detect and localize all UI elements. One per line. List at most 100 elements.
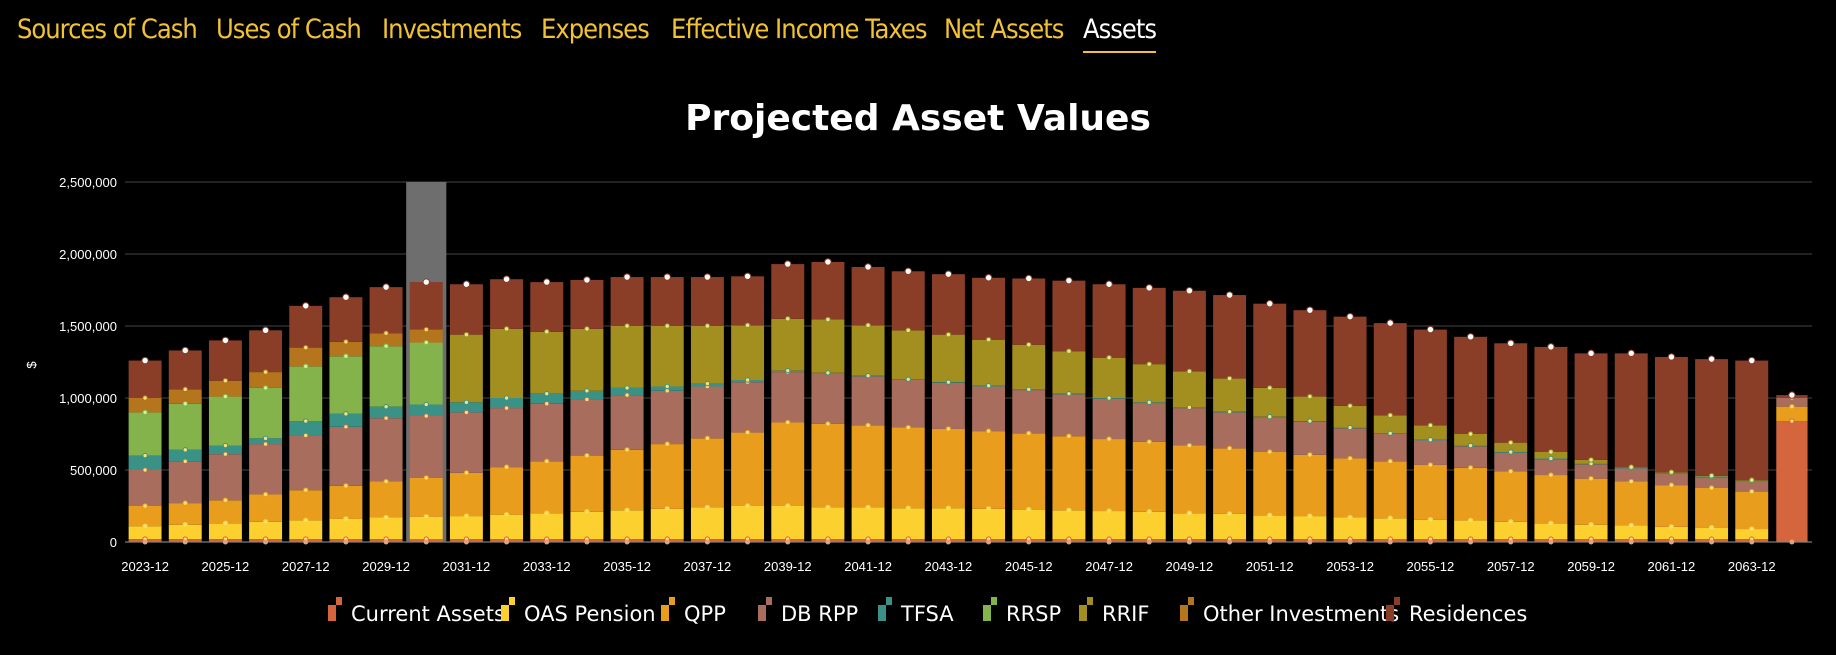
bar-segment[interactable] [1373, 518, 1407, 540]
bar-segment[interactable] [1012, 390, 1046, 434]
bar-segment[interactable] [128, 526, 162, 540]
bar-segment[interactable] [1574, 524, 1608, 540]
bar-segment[interactable] [1373, 415, 1407, 434]
bar-segment[interactable] [972, 339, 1006, 386]
bar-segment[interactable] [289, 490, 323, 521]
bar-segment[interactable] [610, 510, 644, 540]
bar-segment[interactable] [1654, 356, 1688, 473]
bar-segment[interactable] [1413, 440, 1447, 465]
legend-item[interactable]: Current Assets [328, 597, 505, 626]
bar-stack[interactable] [1776, 395, 1808, 542]
bar-segment[interactable] [449, 402, 483, 413]
bar-segment[interactable] [1132, 511, 1166, 540]
bar-segment[interactable] [851, 376, 885, 426]
bar-segment[interactable] [851, 266, 885, 326]
bar-segment[interactable] [1373, 323, 1407, 416]
bar-segment[interactable] [811, 373, 845, 424]
bar-segment[interactable] [409, 404, 443, 416]
bar-segment[interactable] [289, 435, 323, 491]
bar-segment[interactable] [1052, 510, 1086, 540]
bar-stack[interactable] [409, 282, 443, 542]
bar-segment[interactable] [369, 406, 403, 419]
bar-segment[interactable] [650, 326, 684, 387]
bar-segment[interactable] [1213, 448, 1247, 514]
legend-item[interactable]: OAS Pension [501, 597, 656, 626]
bar-stack[interactable] [690, 277, 724, 542]
bar-stack[interactable] [1454, 336, 1488, 542]
bar-segment[interactable] [931, 508, 965, 540]
bar-segment[interactable] [128, 398, 162, 413]
bar-segment[interactable] [610, 449, 644, 511]
bar-stack[interactable] [1534, 346, 1568, 542]
bar-segment[interactable] [1132, 441, 1166, 512]
bar-stack[interactable] [1132, 287, 1166, 542]
bar-segment[interactable] [449, 516, 483, 540]
bar-segment[interactable] [931, 334, 965, 383]
bar-segment[interactable] [1293, 516, 1327, 540]
bar-segment[interactable] [1776, 398, 1808, 407]
bar-stack[interactable] [329, 297, 363, 542]
bar-segment[interactable] [771, 506, 805, 540]
bar-segment[interactable] [731, 432, 765, 506]
bar-segment[interactable] [650, 390, 684, 445]
bar-stack[interactable] [931, 274, 965, 542]
bar-segment[interactable] [1534, 459, 1568, 476]
bar-segment[interactable] [1413, 464, 1447, 520]
bar-stack[interactable] [490, 279, 524, 542]
bar-stack[interactable] [1614, 353, 1648, 542]
bar-segment[interactable] [168, 449, 202, 462]
bar-segment[interactable] [208, 445, 242, 455]
bar-segment[interactable] [409, 282, 443, 330]
bar-segment[interactable] [1695, 477, 1729, 488]
bar-segment[interactable] [128, 470, 162, 506]
bar-segment[interactable] [168, 524, 202, 540]
bar-segment[interactable] [249, 438, 283, 445]
legend-item[interactable]: TFSA [878, 597, 954, 626]
bar-segment[interactable] [168, 350, 202, 390]
bar-stack[interactable] [1293, 310, 1327, 542]
bar-segment[interactable] [1052, 394, 1086, 437]
bar-segment[interactable] [771, 264, 805, 319]
bar-stack[interactable] [1253, 303, 1287, 542]
bar-segment[interactable] [289, 347, 323, 367]
bar-segment[interactable] [811, 319, 845, 373]
bar-segment[interactable] [650, 277, 684, 326]
bar-segment[interactable] [1454, 446, 1488, 468]
bar-segment[interactable] [690, 438, 724, 508]
bar-segment[interactable] [490, 398, 524, 409]
bar-segment[interactable] [1253, 417, 1287, 452]
bar-segment[interactable] [931, 428, 965, 509]
bar-segment[interactable] [329, 341, 363, 357]
bar-stack[interactable] [1695, 359, 1729, 542]
bar-segment[interactable] [249, 330, 283, 373]
bar-stack[interactable] [610, 277, 644, 542]
bar-stack[interactable] [1213, 295, 1247, 542]
bar-stack[interactable] [851, 266, 885, 542]
bar-segment[interactable] [1614, 481, 1648, 526]
bar-segment[interactable] [409, 342, 443, 405]
bar-segment[interactable] [1172, 408, 1206, 446]
bar-stack[interactable] [1654, 356, 1688, 542]
bar-segment[interactable] [610, 326, 644, 388]
bar-segment[interactable] [1012, 433, 1046, 510]
bar-segment[interactable] [570, 279, 604, 329]
bar-segment[interactable] [449, 472, 483, 517]
bar-segment[interactable] [1413, 329, 1447, 426]
bar-stack[interactable] [1092, 284, 1126, 542]
bar-segment[interactable] [1373, 434, 1407, 462]
bar-segment[interactable] [369, 346, 403, 407]
bar-segment[interactable] [208, 454, 242, 501]
bar-segment[interactable] [289, 366, 323, 422]
bar-segment[interactable] [409, 416, 443, 478]
bar-stack[interactable] [530, 282, 564, 542]
bar-segment[interactable] [1012, 344, 1046, 390]
bar-segment[interactable] [208, 500, 242, 524]
bar-stack[interactable] [1172, 290, 1206, 542]
bar-segment[interactable] [1333, 458, 1367, 518]
bar-segment[interactable] [570, 390, 604, 400]
bar-segment[interactable] [449, 412, 483, 473]
legend-item[interactable]: DB RPP [758, 597, 858, 626]
bar-stack[interactable] [1735, 360, 1769, 542]
bar-segment[interactable] [289, 305, 323, 348]
bar-segment[interactable] [771, 318, 805, 371]
